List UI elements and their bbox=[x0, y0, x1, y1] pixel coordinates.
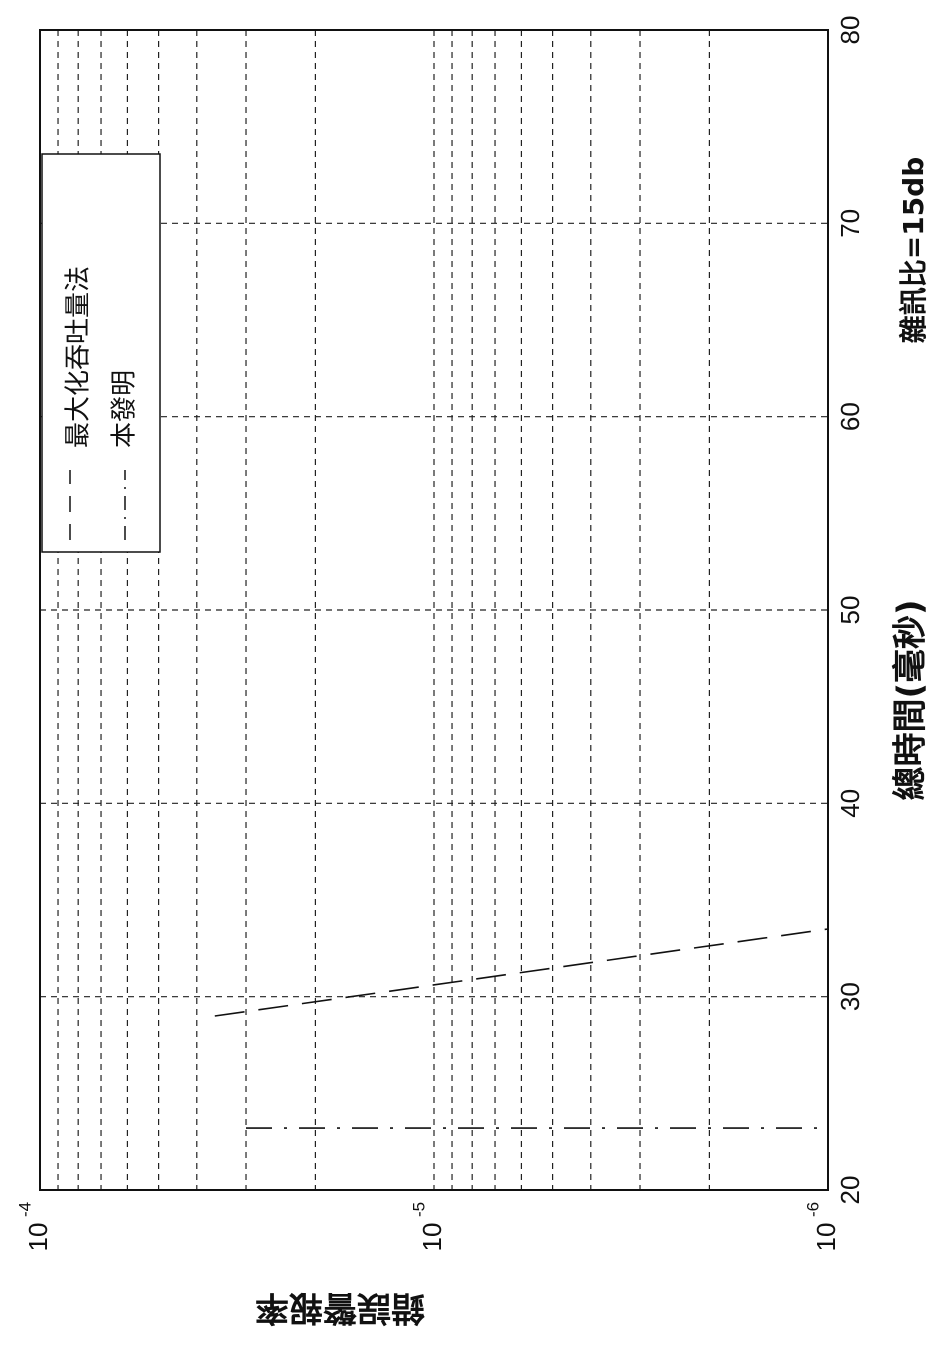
y-tick-2: 10-6 bbox=[803, 1202, 840, 1252]
x-axis-label: 總時間(毫秒) bbox=[891, 599, 931, 800]
x-tick-label-3: 50 bbox=[835, 596, 865, 625]
y-tick-exponent-1: -5 bbox=[409, 1202, 428, 1217]
legend-label-series-2: 本發明 bbox=[110, 370, 140, 448]
y-tick-base-2: 10 bbox=[811, 1223, 841, 1252]
data-series bbox=[214, 928, 829, 1129]
y-tick-base-1: 10 bbox=[417, 1223, 447, 1252]
y-tick-base-0: 10 bbox=[23, 1223, 53, 1252]
y-tick-0: 10-4 bbox=[15, 1202, 52, 1252]
x-tick-label-1: 30 bbox=[835, 982, 865, 1011]
series-line-1 bbox=[214, 928, 829, 1017]
x-tick-labels: 20 30 40 50 60 70 80 bbox=[835, 16, 865, 1205]
legend-label-series-1: 最大化吞吐量法 bbox=[64, 266, 94, 448]
y-tick-1: 10-5 bbox=[409, 1202, 446, 1252]
legend: 最大化吞吐量法 本發明 bbox=[41, 153, 161, 553]
y-tick-labels: 10-410-510-6 bbox=[15, 1202, 840, 1252]
y-tick-exponent-2: -6 bbox=[803, 1202, 822, 1217]
x-tick-label-6: 80 bbox=[835, 16, 865, 45]
x-tick-label-4: 60 bbox=[835, 402, 865, 431]
x-tick-label-5: 70 bbox=[835, 209, 865, 238]
plot-frame bbox=[39, 29, 829, 1191]
y-tick-exponent-0: -4 bbox=[15, 1202, 34, 1217]
snr-annotation: 雜訊比=15db bbox=[897, 157, 930, 344]
x-tick-label-2: 40 bbox=[835, 789, 865, 818]
legend-box bbox=[41, 153, 161, 553]
y-axis-label: 錯誤警報率 bbox=[255, 1288, 425, 1328]
x-tick-label-0: 20 bbox=[835, 1176, 865, 1205]
